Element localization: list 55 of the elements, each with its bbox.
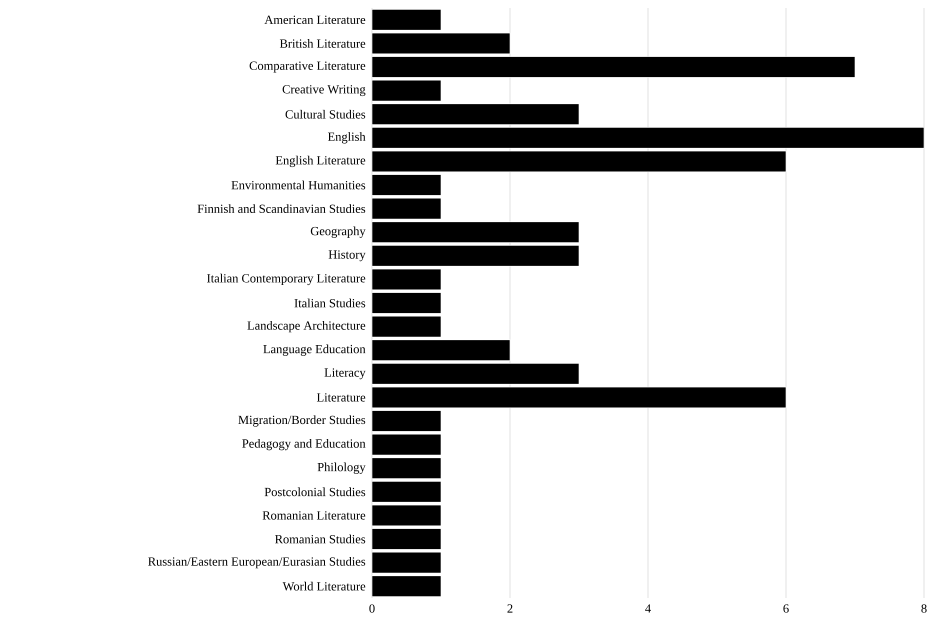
y-tick-label: Literacy (324, 368, 366, 380)
bar (372, 434, 442, 456)
y-tick-label: Migration/Border Studies (238, 415, 366, 427)
bar (372, 56, 856, 78)
bar (372, 552, 442, 574)
y-tick-label: Environmental Humanities (231, 180, 366, 190)
y-tick-label: English (328, 132, 366, 144)
y-tick-label: Literature (316, 393, 366, 402)
bar (372, 32, 510, 54)
bar (372, 198, 442, 220)
bar (372, 504, 442, 526)
y-tick-label: Italian Contemporary Literature (207, 274, 366, 286)
bar (372, 481, 442, 502)
bar (372, 316, 442, 338)
x-tick-label: 4 (645, 604, 651, 613)
y-tick-label: Italian Studies (294, 298, 366, 308)
y-tick-label: Creative Writing (282, 85, 366, 96)
y-tick-label: Russian/Eastern European/Eurasian Studies (148, 556, 366, 568)
y-tick-label: Finnish and Scandinavian Studies (198, 204, 366, 213)
bar (372, 292, 442, 314)
y-tick-label: American Literature (264, 16, 366, 24)
y-tick-label: Landscape Architecture (247, 320, 366, 332)
bar (372, 268, 442, 290)
bar (372, 80, 442, 102)
bar (372, 174, 442, 196)
y-tick-label: Philology (318, 462, 366, 474)
x-tick-label: 8 (921, 604, 927, 613)
bar (372, 150, 786, 172)
y-tick-label: Postcolonial Studies (264, 487, 366, 496)
y-tick-label: Language Education (263, 344, 366, 356)
bar (372, 127, 924, 148)
bar (372, 104, 580, 125)
bar (372, 576, 442, 597)
bar (372, 386, 786, 408)
bar (372, 363, 580, 384)
bar (372, 340, 510, 361)
y-tick-label: Geography (310, 226, 366, 238)
y-tick-label: British Literature (280, 39, 366, 48)
y-tick-label: Cultural Studies (286, 110, 366, 119)
y-tick-label: Comparative Literature (250, 62, 366, 72)
bar (372, 222, 580, 243)
bar (372, 9, 442, 30)
bar (372, 528, 442, 550)
y-tick-label: Pedagogy and Education (242, 438, 366, 450)
y-tick-label: Romanian Studies (275, 534, 366, 544)
x-tick-label: 2 (507, 604, 512, 613)
x-tick-label: 0 (369, 604, 375, 613)
bar (372, 245, 580, 266)
y-tick-label: English Literature (276, 156, 366, 168)
bar (372, 458, 442, 479)
bar (372, 410, 442, 432)
x-tick-label: 6 (783, 604, 789, 613)
y-tick-label: History (328, 250, 366, 262)
y-tick-label: Romanian Literature (262, 511, 366, 520)
y-tick-label: World Literature (282, 582, 366, 591)
